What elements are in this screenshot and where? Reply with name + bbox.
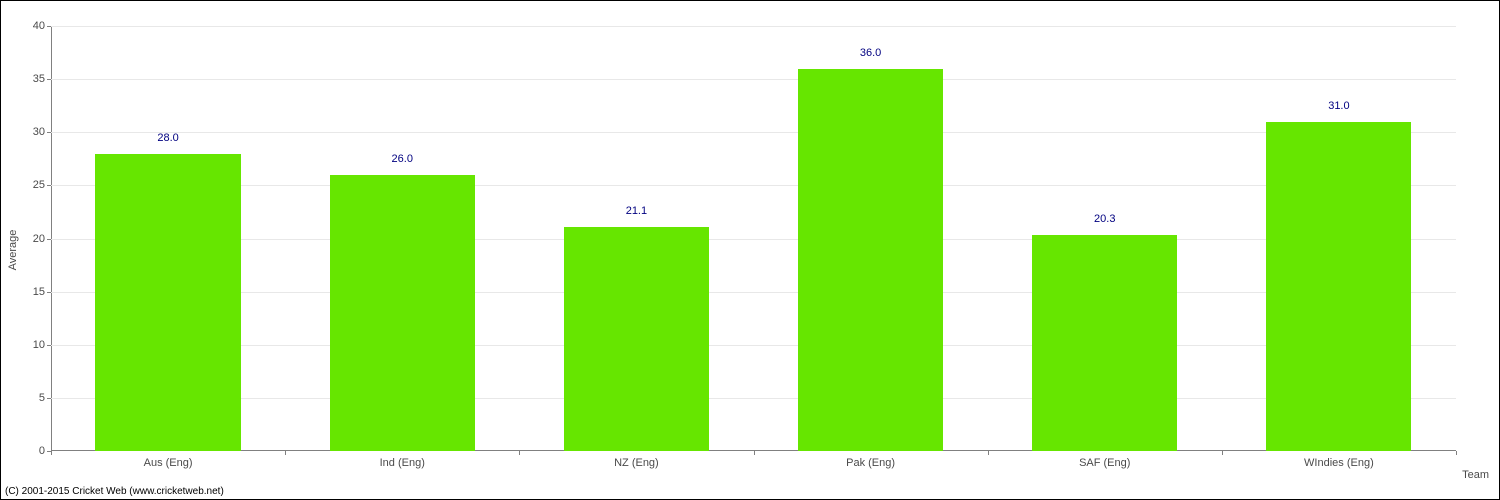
gridline: [51, 132, 1456, 133]
bar: [564, 227, 709, 451]
gridline: [51, 185, 1456, 186]
x-tick-mark: [51, 451, 52, 455]
bar-value-label: 21.1: [626, 205, 647, 217]
gridline: [51, 292, 1456, 293]
gridline: [51, 345, 1456, 346]
gridline: [51, 26, 1456, 27]
bar-value-label: 20.3: [1094, 213, 1115, 225]
y-tick-mark: [47, 132, 51, 133]
x-tick-mark: [988, 451, 989, 455]
x-tick-mark: [754, 451, 755, 455]
x-tick-mark: [1456, 451, 1457, 455]
y-tick-mark: [47, 185, 51, 186]
gridline: [51, 398, 1456, 399]
x-tick-mark: [285, 451, 286, 455]
copyright-text: (C) 2001-2015 Cricket Web (www.cricketwe…: [5, 486, 224, 497]
x-category-label: NZ (Eng): [614, 457, 659, 469]
y-tick-label: 35: [33, 73, 45, 85]
y-tick-mark: [47, 239, 51, 240]
y-tick-label: 15: [33, 286, 45, 298]
plot-area: 051015202530354028.0Aus (Eng)26.0Ind (En…: [51, 26, 1456, 451]
bar: [95, 154, 240, 452]
x-category-label: Pak (Eng): [846, 457, 895, 469]
y-tick-label: 10: [33, 339, 45, 351]
gridline: [51, 239, 1456, 240]
y-tick-label: 0: [39, 445, 45, 457]
y-tick-label: 5: [39, 392, 45, 404]
bar: [798, 69, 943, 452]
bar-value-label: 36.0: [860, 47, 881, 59]
bar: [330, 175, 475, 451]
bar-value-label: 28.0: [157, 132, 178, 144]
y-tick-label: 40: [33, 20, 45, 32]
x-category-label: SAF (Eng): [1079, 457, 1130, 469]
bar: [1266, 122, 1411, 451]
x-tick-mark: [1222, 451, 1223, 455]
x-axis-title: Team: [1462, 469, 1489, 481]
x-category-label: Aus (Eng): [144, 457, 193, 469]
chart-container: Average Team 051015202530354028.0Aus (En…: [0, 0, 1500, 500]
gridline: [51, 79, 1456, 80]
bar-value-label: 26.0: [392, 153, 413, 165]
x-category-label: Ind (Eng): [380, 457, 425, 469]
bar-value-label: 31.0: [1328, 100, 1349, 112]
y-tick-mark: [47, 26, 51, 27]
y-axis-title: Average: [7, 230, 19, 271]
y-tick-mark: [47, 292, 51, 293]
x-tick-mark: [519, 451, 520, 455]
x-category-label: WIndies (Eng): [1304, 457, 1374, 469]
y-tick-label: 25: [33, 179, 45, 191]
bar: [1032, 235, 1177, 451]
y-tick-mark: [47, 79, 51, 80]
y-tick-label: 30: [33, 126, 45, 138]
y-tick-mark: [47, 345, 51, 346]
y-tick-label: 20: [33, 233, 45, 245]
y-tick-mark: [47, 398, 51, 399]
